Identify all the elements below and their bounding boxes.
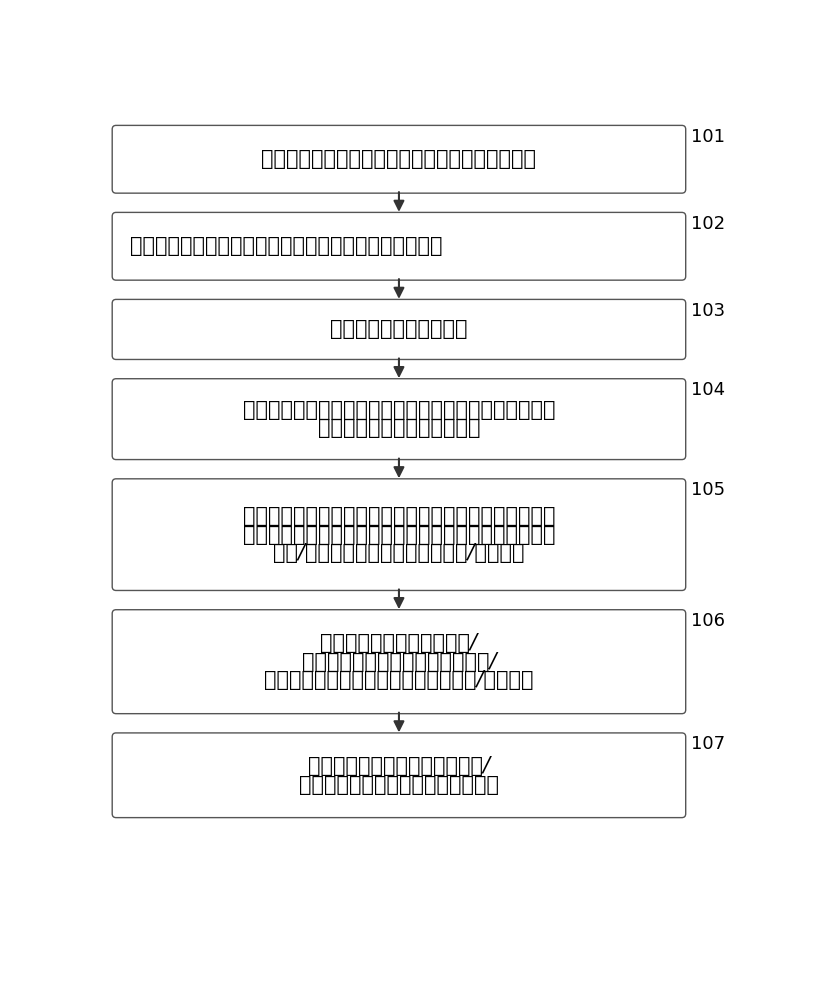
Text: 获取每块电池的充放电时间以及每块所述电池的充放电流: 获取每块电池的充放电时间以及每块所述电池的充放电流	[130, 236, 443, 256]
Text: 根据所述混合储能系统实际输出/: 根据所述混合储能系统实际输出/	[308, 756, 490, 776]
Text: 输出/输入功率和超级电容实际输出/输入功率: 输出/输入功率和超级电容实际输出/输入功率	[273, 543, 525, 563]
Text: 根据所述充放电时间、所述充放电流以及所述补偿量，计: 根据所述充放电时间、所述充放电流以及所述补偿量，计	[243, 400, 556, 420]
Text: 106: 106	[691, 612, 725, 630]
Text: 根据所述当前时刻每块电池的电荷量、所述联络线节点功: 根据所述当前时刻每块电池的电荷量、所述联络线节点功	[243, 506, 556, 526]
FancyBboxPatch shape	[112, 610, 685, 714]
Text: 获取电池电荷量的补偿量: 获取电池电荷量的补偿量	[330, 319, 467, 339]
Text: 101: 101	[691, 128, 725, 146]
FancyBboxPatch shape	[112, 479, 685, 590]
Text: 率、所述分布式可再生能源发电功率，计算每块电池实际: 率、所述分布式可再生能源发电功率，计算每块电池实际	[243, 525, 556, 545]
FancyBboxPatch shape	[112, 299, 685, 359]
Text: 输入功率，计算混合储能系统实际输出/输入功率: 输入功率，计算混合储能系统实际输出/输入功率	[264, 670, 534, 690]
Text: 输入功率，对微网功率波动进行平抑: 输入功率，对微网功率波动进行平抑	[299, 775, 499, 795]
FancyBboxPatch shape	[112, 379, 685, 460]
Text: 103: 103	[691, 302, 725, 320]
Text: 根据所述每块电池实际输出/: 根据所述每块电池实际输出/	[320, 633, 477, 653]
FancyBboxPatch shape	[112, 212, 685, 280]
Text: 107: 107	[691, 735, 725, 753]
Text: 输入功率和所述超级电容实际输出/: 输入功率和所述超级电容实际输出/	[301, 652, 496, 672]
Text: 获取分布式可再生能源发电功率和联络线节点功率: 获取分布式可再生能源发电功率和联络线节点功率	[261, 149, 537, 169]
FancyBboxPatch shape	[112, 125, 685, 193]
FancyBboxPatch shape	[112, 733, 685, 818]
Text: 105: 105	[691, 481, 725, 499]
Text: 102: 102	[691, 215, 725, 233]
Text: 算当前时刻每块电池的电荷量: 算当前时刻每块电池的电荷量	[318, 418, 480, 438]
Text: 104: 104	[691, 381, 725, 399]
